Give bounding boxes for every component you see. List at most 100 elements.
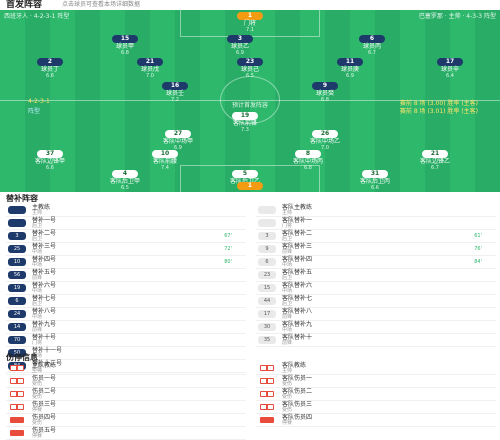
row-name: 替补四号: [32, 256, 57, 263]
sub-row[interactable]: 6 替补七号 后卫: [6, 295, 246, 308]
coach-icon: [258, 206, 276, 214]
player-card[interactable]: 23 球员己 6.5: [220, 58, 280, 79]
row-name: 客队替补二: [282, 230, 313, 237]
sub-row[interactable]: 3 客队替补二 后卫 61': [256, 230, 496, 243]
player-name: 球员乙: [230, 43, 249, 50]
player-icon: [8, 219, 26, 227]
injury-row[interactable]: 伤员二号 受伤: [6, 388, 246, 401]
injuries-title: 伤停信息: [6, 353, 38, 362]
sub-row[interactable]: 3 替补二号 后卫 67': [6, 230, 246, 243]
row-name: 客队替补六: [282, 282, 313, 289]
player-card[interactable]: 15 球员甲 6.8: [95, 35, 155, 56]
player-card[interactable]: 26 客队中场乙 7.0: [295, 130, 355, 151]
row-name: 客队替补七: [282, 295, 313, 302]
row-subtitle: 前锋: [282, 340, 293, 346]
row-subtitle: 门将: [282, 223, 293, 229]
row-subtitle: 主帅: [32, 368, 43, 374]
row-subtitle: 受伤: [32, 420, 43, 426]
shirt-number: 1: [237, 12, 263, 20]
player-card[interactable]: 3 球员乙 6.9: [210, 35, 270, 56]
shirt-number: 44: [258, 297, 276, 305]
shirt-number: 27: [165, 130, 191, 138]
sub-row[interactable]: 17 客队替补八 前锋: [256, 308, 496, 321]
player-card[interactable]: 21 球员戊 7.0: [120, 58, 180, 79]
shirt-number: 10: [152, 150, 178, 158]
injury-row[interactable]: 伤员三号 停赛: [6, 401, 246, 414]
row-name: 替补十号: [32, 334, 57, 341]
row-subtitle: 后卫: [32, 236, 43, 242]
sub-row[interactable]: 6 客队替补四 中场 84': [256, 256, 496, 269]
row-name: 替补六号: [32, 282, 57, 289]
player-card[interactable]: 4 客队后卫甲 6.5: [95, 170, 155, 191]
injury-row[interactable]: 伤员五号 停赛: [6, 427, 246, 440]
player-rating: 7.4: [161, 165, 169, 171]
player-card[interactable]: 9 球员癸 6.8: [295, 82, 355, 103]
sub-row[interactable]: 35 客队替补十 前锋: [256, 334, 496, 347]
player-card[interactable]: 16 球员壬 7.2: [145, 82, 205, 103]
row-subtitle: 中场: [282, 288, 293, 294]
injury-row[interactable]: 客队伤员二 受伤: [256, 388, 496, 401]
player-name: 球员戊: [140, 66, 159, 73]
player-rating: 6.8: [121, 50, 129, 56]
injury-row[interactable]: 客队伤员三 受伤: [256, 401, 496, 414]
shirt-number: 8: [295, 150, 321, 158]
sub-row[interactable]: 10 替补四号 中场 80': [6, 256, 246, 269]
sub-row[interactable]: 24 替补八号 中场: [6, 308, 246, 321]
row-name: 客队主教练: [282, 204, 313, 211]
sub-time: 67': [224, 233, 232, 239]
shirt-number: 23: [237, 58, 263, 66]
player-card[interactable]: 37 客队边锋甲 6.6: [20, 150, 80, 171]
injury-row[interactable]: 伤员一号 受伤: [6, 375, 246, 388]
sub-row[interactable]: 44 客队替补七 后卫: [256, 295, 496, 308]
sub-row[interactable]: 15 客队替补六 中场: [256, 282, 496, 295]
row-subtitle: 受伤: [32, 394, 43, 400]
player-card[interactable]: 21 客队边锋乙 6.7: [405, 150, 465, 171]
injury-row[interactable]: 伤员四号 受伤: [6, 414, 246, 427]
player-card[interactable]: 8 客队中场丙 6.8: [278, 150, 338, 171]
player-card[interactable]: 6 球员丙 6.7: [342, 35, 402, 56]
shirt-number: 21: [137, 58, 163, 66]
player-name: 球员庚: [340, 66, 359, 73]
injury-row[interactable]: 客队伤员四 停赛: [256, 414, 496, 427]
player-card[interactable]: 11 球员庚 6.9: [320, 58, 380, 79]
player-name: 客队中场乙: [309, 138, 340, 145]
row-subtitle: 停赛: [282, 420, 293, 426]
shirt-number: 37: [37, 150, 63, 158]
shirt-number: 19: [8, 284, 26, 292]
shirt-number: 19: [232, 112, 258, 120]
sub-row[interactable]: 替补一号 后卫: [6, 217, 246, 230]
sub-row[interactable]: 客队替补一 门将: [256, 217, 496, 230]
player-card[interactable]: 27 客队中场甲 6.9: [148, 130, 208, 151]
injury-icon: [10, 417, 24, 423]
sub-row[interactable]: 9 客队替补三 前锋 76': [256, 243, 496, 256]
row-name: 替补七号: [32, 295, 57, 302]
sub-row[interactable]: 客队主教练 主帅: [256, 204, 496, 217]
injury-row[interactable]: 客队教练 主帅: [256, 362, 496, 375]
injury-row[interactable]: 主队教练 主帅: [6, 362, 246, 375]
sub-row[interactable]: 50 替补十一号 中场: [6, 347, 246, 360]
sub-row[interactable]: 56 替补五号 前锋: [6, 269, 246, 282]
row-name: 客队伤员四: [282, 414, 313, 421]
row-name: 替补八号: [32, 308, 57, 315]
player-card[interactable]: 31 客队后卫丙 6.6: [345, 170, 405, 191]
sub-row[interactable]: 14 替补九号 前锋: [6, 321, 246, 334]
row-subtitle: 前锋: [282, 249, 293, 255]
player-name: 客队后卫甲: [109, 178, 140, 185]
player-card[interactable]: 2 球员丁 6.6: [20, 58, 80, 79]
player-name: 客队边锋乙: [419, 158, 450, 165]
sub-row[interactable]: 25 替补三号 中场 72': [6, 243, 246, 256]
sub-row[interactable]: 30 客队替补九 中场: [256, 321, 496, 334]
injury-row[interactable]: 客队伤员一 受伤: [256, 375, 496, 388]
player-card[interactable]: 10 客队前腰 7.4: [135, 150, 195, 171]
player-card[interactable]: 17 球员辛 6.4: [420, 58, 480, 79]
sub-row[interactable]: 19 替补六号 中场: [6, 282, 246, 295]
sub-row[interactable]: 70 替补十号 门将: [6, 334, 246, 347]
player-card[interactable]: 1: [220, 182, 280, 190]
shirt-number: 5: [232, 170, 258, 178]
sub-row[interactable]: 主教练 主帅: [6, 204, 246, 217]
row-subtitle: 中场: [32, 314, 43, 320]
player-card[interactable]: 1 门将 7.1: [220, 12, 280, 33]
sub-row[interactable]: 23 客队替补五 后卫: [256, 269, 496, 282]
injuries-home-list: 主队教练 主帅 伤员一号 受伤 伤员二号 受伤 伤员三号 停赛 伤员四号 受伤 伤员五号 停赛: [6, 362, 246, 440]
player-card[interactable]: 19 客队前锋 7.3: [215, 112, 275, 133]
